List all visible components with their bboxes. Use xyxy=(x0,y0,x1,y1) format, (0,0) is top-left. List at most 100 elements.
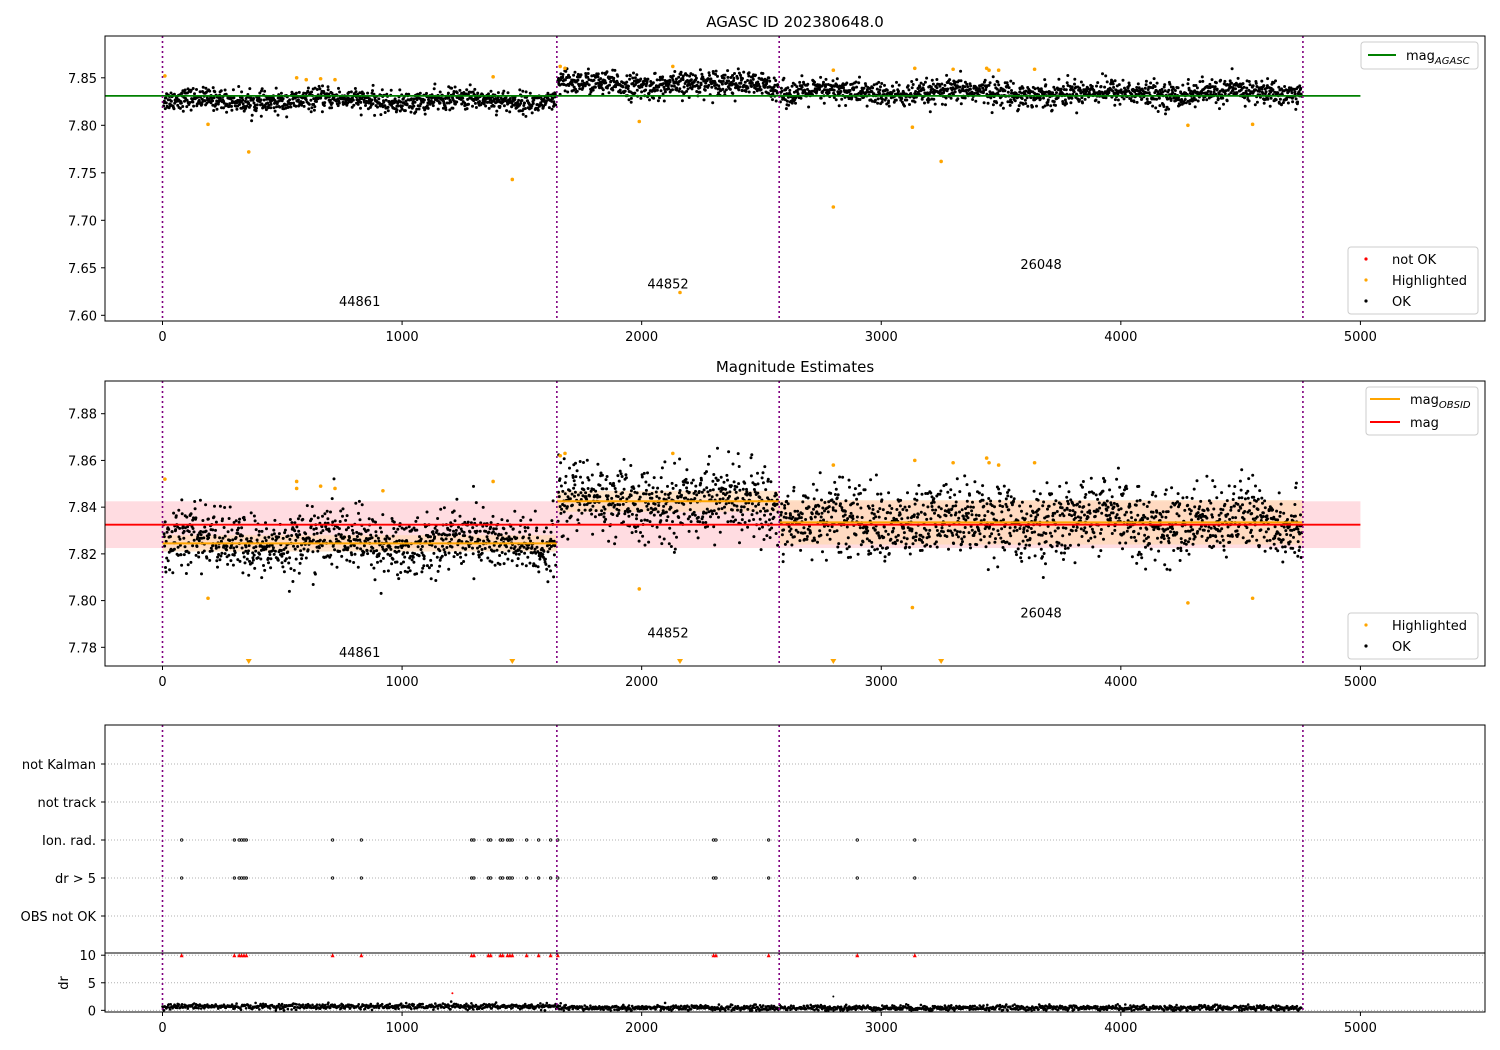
estimates-ok-point xyxy=(180,512,184,516)
estimates-ok-point xyxy=(673,547,677,551)
estimates-ok-point xyxy=(359,532,363,536)
estimates-ok-point xyxy=(827,505,831,509)
estimates-ok-point xyxy=(656,486,660,490)
agasc-ok-point xyxy=(1035,104,1038,108)
estimates-ok-point xyxy=(647,483,651,487)
agasc-ok-point xyxy=(1063,98,1067,102)
agasc-ok-point xyxy=(193,92,196,96)
estimates-ok-point xyxy=(337,527,341,531)
agasc-ok-point xyxy=(536,108,540,112)
agasc-ok-point xyxy=(1113,103,1117,107)
estimates-ok-point xyxy=(162,532,166,536)
agasc-ok-point xyxy=(359,106,362,110)
estimates-ok-point xyxy=(650,492,654,495)
agasc-ok-point xyxy=(752,90,756,94)
agasc-ok-point xyxy=(694,76,698,80)
agasc-ok-point xyxy=(460,102,464,106)
agasc-ok-point xyxy=(260,87,264,91)
agasc-ok-point xyxy=(178,106,182,110)
agasc-ok-point xyxy=(986,101,990,105)
estimates-ok-point xyxy=(505,545,508,549)
estimates-ok-point xyxy=(761,525,764,529)
agasc-ok-point xyxy=(259,98,263,102)
agasc-ok-point xyxy=(1219,78,1223,82)
agasc-ok-point xyxy=(905,98,909,102)
agasc-ok-point xyxy=(1033,87,1037,91)
estimates-ok-point xyxy=(877,515,881,519)
estimates-ok-point xyxy=(479,521,483,525)
estimates-ok-point xyxy=(168,535,172,539)
estimates-ok-point xyxy=(170,530,174,534)
agasc-ok-point xyxy=(844,104,848,107)
agasc-ok-point xyxy=(248,87,252,91)
agasc-ok-point xyxy=(384,98,388,102)
estimates-ok-point xyxy=(435,529,439,533)
agasc-xtick-label: 0 xyxy=(158,330,166,345)
estimates-ok-point xyxy=(743,481,747,485)
estimates-ok-point xyxy=(593,515,597,519)
agasc-ok-point xyxy=(356,102,360,106)
estimates-ok-point xyxy=(694,489,697,493)
agasc-ok-point xyxy=(564,69,568,73)
agasc-ok-point xyxy=(1191,92,1195,96)
estimates-ok-point xyxy=(536,536,539,540)
agasc-ok-point xyxy=(660,77,664,81)
estimates-ok-point xyxy=(825,533,829,537)
estimates-ok-point xyxy=(481,505,485,509)
agasc-ok-point xyxy=(315,88,319,91)
agasc-ok-point xyxy=(207,97,211,101)
estimates-ok-point xyxy=(652,513,656,517)
agasc-ok-point xyxy=(667,82,671,86)
agasc-ok-point xyxy=(1194,84,1198,87)
estimates-ok-point xyxy=(458,532,461,536)
estimates-ok-point xyxy=(472,577,476,581)
estimates-ok-point xyxy=(273,549,277,553)
estimates-ok-point xyxy=(382,569,386,573)
agasc-ok-point xyxy=(609,79,613,83)
estimates-ok-point xyxy=(527,536,531,540)
agasc-ok-point xyxy=(1049,104,1053,108)
agasc-ok-point xyxy=(854,80,858,84)
agasc-ok-point xyxy=(1016,108,1020,111)
agasc-ok-point xyxy=(1280,103,1283,107)
agasc-ok-point xyxy=(1228,79,1232,83)
estimates-ok-point xyxy=(381,513,385,517)
estimates-ok-point xyxy=(510,559,514,563)
estimates-ok-point xyxy=(493,532,497,536)
agasc-ok-point xyxy=(877,80,881,84)
estimates-ok-point xyxy=(259,557,263,561)
agasc-ok-point xyxy=(1157,96,1161,100)
estimates-ok-point xyxy=(751,509,755,513)
estimates-ok-point xyxy=(378,526,382,530)
estimates-ok-point xyxy=(430,563,433,567)
agasc-ok-point xyxy=(966,85,970,89)
agasc-ok-point xyxy=(288,98,292,102)
agasc-ok-point xyxy=(1001,106,1005,110)
agasc-xtick-label: 4000 xyxy=(1104,330,1137,345)
estimates-ok-point xyxy=(331,520,335,524)
estimates-ok-point xyxy=(452,509,456,513)
agasc-ok-point xyxy=(1167,88,1171,92)
estimates-ok-point xyxy=(513,509,517,513)
agasc-ytick-label: 7.80 xyxy=(68,119,97,134)
estimates-ok-point xyxy=(180,563,184,567)
estimates-ok-point xyxy=(353,552,357,556)
agasc-ok-point xyxy=(1291,100,1295,104)
estimates-ok-point xyxy=(245,537,249,541)
estimates-ok-point xyxy=(168,568,172,572)
agasc-ok-point xyxy=(876,97,880,101)
agasc-ok-point xyxy=(959,69,963,73)
agasc-ok-point xyxy=(508,110,512,114)
estimates-ok-point xyxy=(851,501,855,505)
estimates-ok-point xyxy=(659,519,663,523)
estimates-ok-point xyxy=(228,505,232,509)
agasc-ok-point xyxy=(379,113,383,117)
agasc-ok-point xyxy=(1087,90,1091,94)
agasc-ok-point xyxy=(250,113,254,117)
estimates-ok-point xyxy=(573,483,577,487)
estimates-ok-point xyxy=(710,495,714,499)
estimates-ok-point xyxy=(801,500,805,504)
estimates-ok-point xyxy=(828,537,832,541)
estimates-ok-point xyxy=(199,533,203,537)
estimates-ok-point xyxy=(750,502,754,506)
